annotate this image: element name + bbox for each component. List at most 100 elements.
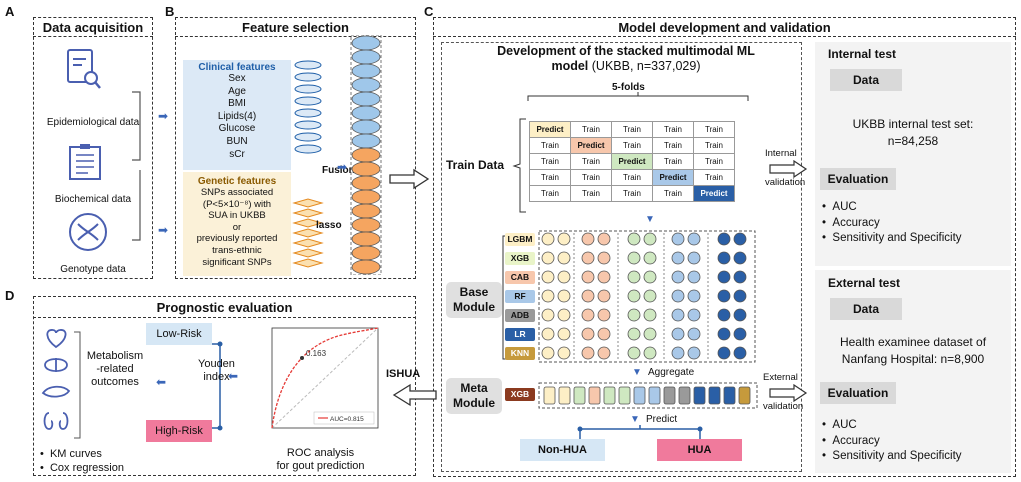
fold-cell: Train [570,185,612,202]
roc-caption: ROC analysis for gout prediction [258,447,383,473]
train-data-brace [512,118,526,213]
fold-cell: Predict [693,185,735,202]
internal-dataset-line: UKBB internal test set: [852,117,974,131]
train-data-label: Train Data [446,158,505,172]
fusion-label: Fusion [322,165,355,176]
model-development-title: Model development and validation [618,20,831,35]
internal-dataset: UKBB internal test set: n=84,258 [815,116,1011,150]
internal-dataset-line: n=84,258 [887,134,939,148]
external-validation-label: External [763,372,798,383]
dna-icon [69,213,107,251]
non-hua-box: Non-HUA [520,439,605,461]
feature-selection-title: Feature selection [242,20,349,35]
lab-report-icon [69,144,101,180]
prediction-split [577,425,703,439]
metric-text: Sensitivity and Specificity [832,232,962,244]
panel-letter-d: D [5,288,15,303]
ishua-label: ISHUA [386,368,421,380]
fold-cell: Train [611,121,653,138]
fold-cell: Train [693,169,735,186]
base-module-line: Base [459,285,489,299]
arrow-left-icon: ⬅ [228,369,239,383]
hollow-arrow-left-icon [392,383,437,407]
external-test-title: External test [828,276,901,290]
outcome-line: outcomes [91,376,139,388]
base-module-line: Module [453,300,495,314]
hua-box: HUA [657,439,742,461]
metric-item: • Accuracy [822,434,880,447]
hollow-arrow-right-icon [769,160,808,178]
fold-cell: Train [693,137,735,154]
fold-cell: Predict [611,153,653,170]
outcome-line: Metabolism [86,350,144,362]
roc-caption-line: ROC analysis [286,447,355,459]
risk-connector [212,341,223,431]
clinical-feature: BUN [226,135,248,147]
meta-model-xgb: XGB [505,388,535,401]
data-acquisition-title: Data acquisition [42,20,144,35]
genetic-feature-line: previously reported [196,233,278,245]
youden-index-label: Youden index [198,358,235,384]
internal-data-label: Data [830,69,902,91]
fold-cell: Train [529,137,571,154]
roc-caption-line: for gout prediction [276,460,365,472]
genetic-layer-stack [292,198,324,268]
method-item: • KM curves [40,448,102,460]
fold-cell: Predict [529,121,571,138]
fold-cell: Train [570,153,612,170]
clinical-feature: Glucose [218,123,256,135]
roc-series [271,327,379,429]
metric-text: Accuracy [832,216,880,229]
model-cab: CAB [505,271,535,284]
model-rf: RF [505,290,535,303]
clinical-feature: BMI [228,98,246,110]
genetic-feature-line: trans-ethnic [212,244,262,256]
clinical-feature: Age [228,85,246,97]
bracket-connector [132,91,141,241]
fold-cell: Train [611,185,653,202]
meta-module-line: Module [453,396,495,410]
metric-text: AUC [832,201,857,213]
base-model-predictions [538,230,756,363]
arrow-down-icon: ▼ [645,214,655,225]
external-data-label: Data [830,298,902,320]
fusion-vector [350,35,382,275]
roc-legend: AUC=0.815 [330,416,364,423]
model-lgbm: LGBM [505,233,535,246]
genetic-feature-line: or [232,221,242,233]
prediction-row [541,232,747,246]
external-dataset: Health examinee dataset of Nanfang Hospi… [815,334,1011,368]
metric-item: • AUC [822,419,857,431]
genotype-data-label: Genotype data [60,264,126,275]
arrow-down-icon: ▼ [632,367,642,378]
fold-cell: Train [570,121,612,138]
predict-label: Predict [646,414,678,425]
method-text: Cox regression [49,461,124,474]
genetic-feature-line: SUA in UKBB [208,210,266,222]
five-folds-label: 5-folds [612,82,645,93]
clinical-feature: sCr [229,148,245,160]
stacked-model-box [441,42,802,472]
clinical-feature: Sex [228,73,246,84]
external-metrics: • AUC • Accuracy • Sensitivity and Speci… [822,418,962,465]
fold-cell: Train [652,137,694,154]
folds-brace [527,92,749,101]
arrow-right-icon: ➡ [158,109,169,123]
arrow-left-icon: ⬅ [156,375,167,389]
lasso-label: lasso [316,220,342,231]
roc-point-label: 0.163 [306,349,327,358]
prognostic-methods: • KM curves • Cox regression [40,448,124,475]
clinical-features-box: Clinical features Sex Age BMI Lipids(4) … [183,60,291,170]
panel-letter-a: A [5,4,15,19]
outcome-brace [74,331,81,439]
metric-text: Sensitivity and Specificity [832,450,962,462]
clinical-features-list: Sex Age BMI Lipids(4) Glucose BUN sCr [183,73,291,161]
clinical-feature: Lipids(4) [217,110,257,122]
internal-test-title: Internal test [828,47,897,61]
fold-cell: Train [570,169,612,186]
model-xgb: XGB [505,252,535,265]
optimal-cutoff-point [300,356,304,360]
genetic-features-box: Genetic features SNPs associated (P<5×10… [183,172,291,276]
external-dataset-line: Health examinee dataset of [839,335,987,349]
metric-text: AUC [832,419,857,431]
